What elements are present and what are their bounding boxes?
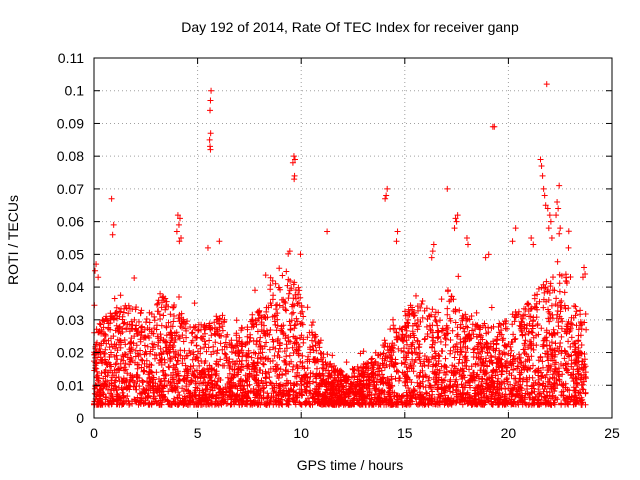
data-point	[207, 130, 214, 137]
data-point	[463, 235, 470, 241]
y-tick-label: 0.06	[57, 214, 84, 230]
y-tick-label: 0.04	[57, 279, 84, 295]
data-point	[538, 163, 545, 169]
data-point	[581, 264, 588, 271]
data-point	[543, 81, 550, 88]
data-point	[546, 212, 553, 219]
data-point	[582, 271, 589, 277]
data-point	[539, 172, 546, 179]
data-point	[452, 215, 459, 222]
data-point	[485, 251, 492, 258]
dense-point-cloud	[91, 228, 590, 408]
data-point	[110, 221, 117, 228]
grid-lines	[94, 58, 612, 418]
data-point	[530, 241, 537, 248]
data-point	[547, 218, 554, 225]
data-point	[544, 205, 551, 212]
data-point	[430, 241, 437, 248]
data-point	[557, 225, 564, 232]
data-point	[540, 185, 547, 192]
data-point	[451, 225, 458, 232]
y-tick-label: 0.09	[57, 115, 84, 131]
data-point	[509, 238, 516, 245]
data-point	[512, 225, 519, 232]
data-point	[444, 185, 451, 192]
y-tick-label: 0.05	[57, 246, 84, 262]
y-tick-label: 0.02	[57, 345, 84, 361]
plot-frame	[93, 57, 613, 419]
data-point	[384, 185, 391, 192]
data-point	[491, 123, 498, 130]
data-point	[178, 235, 185, 241]
y-tick-label: 0.03	[57, 312, 84, 328]
data-point	[453, 218, 460, 225]
data-point	[290, 153, 297, 160]
tick-labels: 0 5 10 15 20 25 0 0.01 0.02 0.03 0.04 0.05 0.06 0.07 0…	[57, 50, 620, 441]
data-point	[174, 212, 181, 219]
data-points	[91, 81, 590, 408]
data-point	[528, 235, 535, 241]
data-point	[382, 195, 389, 202]
data-point	[206, 136, 213, 143]
data-point	[95, 274, 102, 281]
data-point	[176, 215, 183, 222]
x-axis-label: GPS time / hours	[297, 457, 404, 473]
y-axis-label: ROTI / TECUs	[5, 195, 21, 285]
data-point	[454, 212, 461, 219]
data-point	[216, 238, 223, 245]
x-tick-label: 5	[194, 425, 202, 441]
y-tick-label: 0.1	[65, 83, 85, 99]
data-point	[555, 205, 562, 212]
data-point	[428, 254, 435, 261]
data-point	[324, 228, 331, 235]
data-point	[108, 195, 115, 202]
data-point	[579, 274, 586, 281]
x-tick-label: 10	[293, 425, 309, 441]
data-point	[109, 231, 116, 238]
data-point	[176, 238, 183, 245]
y-tick-label: 0.07	[57, 181, 84, 197]
x-tick-label: 0	[90, 425, 98, 441]
data-point	[565, 244, 572, 251]
x-tick-label: 20	[501, 425, 517, 441]
data-point	[393, 238, 400, 245]
data-point	[207, 107, 214, 114]
data-point	[537, 156, 544, 163]
data-point	[208, 87, 215, 94]
data-point	[291, 156, 298, 163]
data-point	[383, 192, 390, 199]
data-point	[289, 159, 296, 166]
axes	[93, 57, 613, 419]
data-point	[394, 228, 401, 235]
data-point	[291, 176, 298, 183]
data-point	[207, 97, 214, 104]
x-tick-label: 25	[604, 425, 620, 441]
data-point	[429, 248, 436, 255]
data-point	[464, 241, 471, 248]
data-point	[92, 267, 99, 274]
data-point	[545, 225, 552, 232]
x-tick-label: 15	[397, 425, 413, 441]
data-point	[553, 212, 560, 219]
data-point	[175, 221, 182, 228]
chart-title: Day 192 of 2014, Rate Of TEC Index for r…	[181, 19, 519, 35]
data-point	[286, 248, 293, 255]
data-point	[482, 254, 489, 261]
y-tick-label: 0.08	[57, 148, 84, 164]
data-point	[204, 244, 211, 251]
data-point	[556, 182, 563, 189]
data-point	[207, 146, 214, 153]
y-tick-label: 0.11	[58, 50, 84, 66]
data-point	[173, 228, 180, 235]
data-point	[554, 199, 561, 205]
data-point	[541, 192, 548, 199]
y-tick-label: 0	[76, 410, 84, 426]
y-tick-label: 0.01	[57, 377, 84, 393]
data-point	[548, 235, 555, 241]
data-point	[542, 202, 549, 209]
